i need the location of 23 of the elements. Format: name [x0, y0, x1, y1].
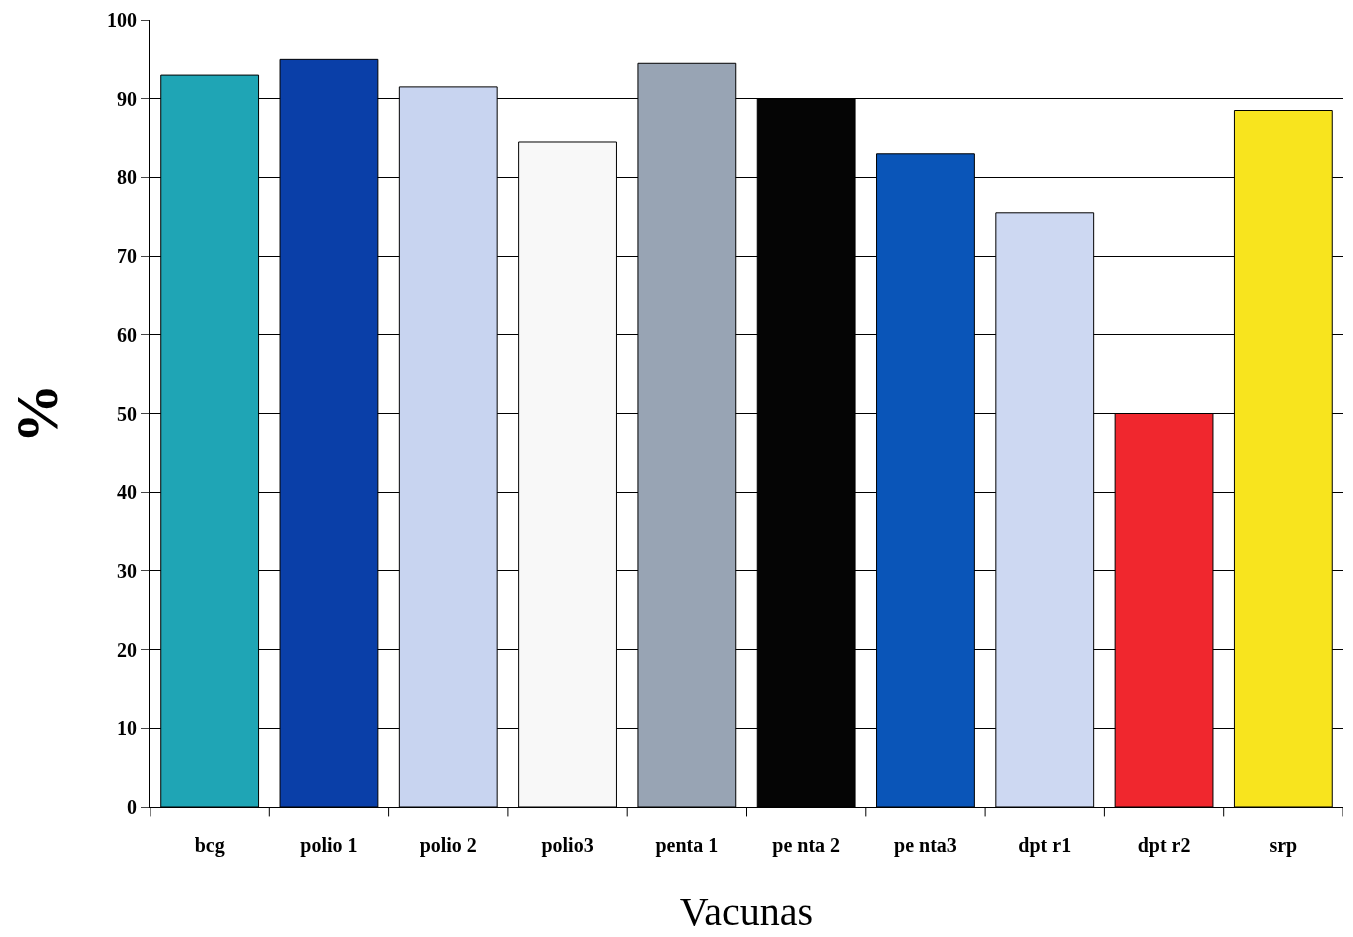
y-tick-label: 60	[117, 323, 137, 346]
y-tick-label: 10	[117, 717, 137, 740]
x-tick-label: pe nta3	[894, 834, 957, 857]
y-tick-label: 40	[117, 481, 137, 504]
y-tick-label: 20	[117, 638, 137, 661]
x-tick-label: pe nta 2	[772, 834, 841, 857]
x-tick-label: polio3	[541, 834, 594, 857]
x-tick-label: srp	[1269, 834, 1298, 857]
y-tick-label: 30	[117, 559, 137, 582]
y-tick-label: 50	[117, 402, 137, 425]
x-tick-label: dpt r2	[1137, 834, 1191, 857]
x-axis-title: Vacunas	[679, 888, 814, 934]
x-tick-label: polio 1	[300, 834, 358, 857]
x-tick-label: bcg	[194, 834, 225, 857]
y-tick-label: 90	[117, 87, 137, 110]
y-axis-title: %	[3, 383, 70, 444]
x-tick-label: penta 1	[655, 834, 719, 857]
x-tick-label: polio 2	[419, 834, 477, 857]
x-tick-label: dpt r1	[1018, 834, 1072, 857]
y-tick-label: 80	[117, 166, 137, 189]
y-tick-label: 70	[117, 245, 137, 268]
y-tick-label: 100	[107, 9, 137, 31]
y-tick-label: 0	[127, 796, 137, 818]
